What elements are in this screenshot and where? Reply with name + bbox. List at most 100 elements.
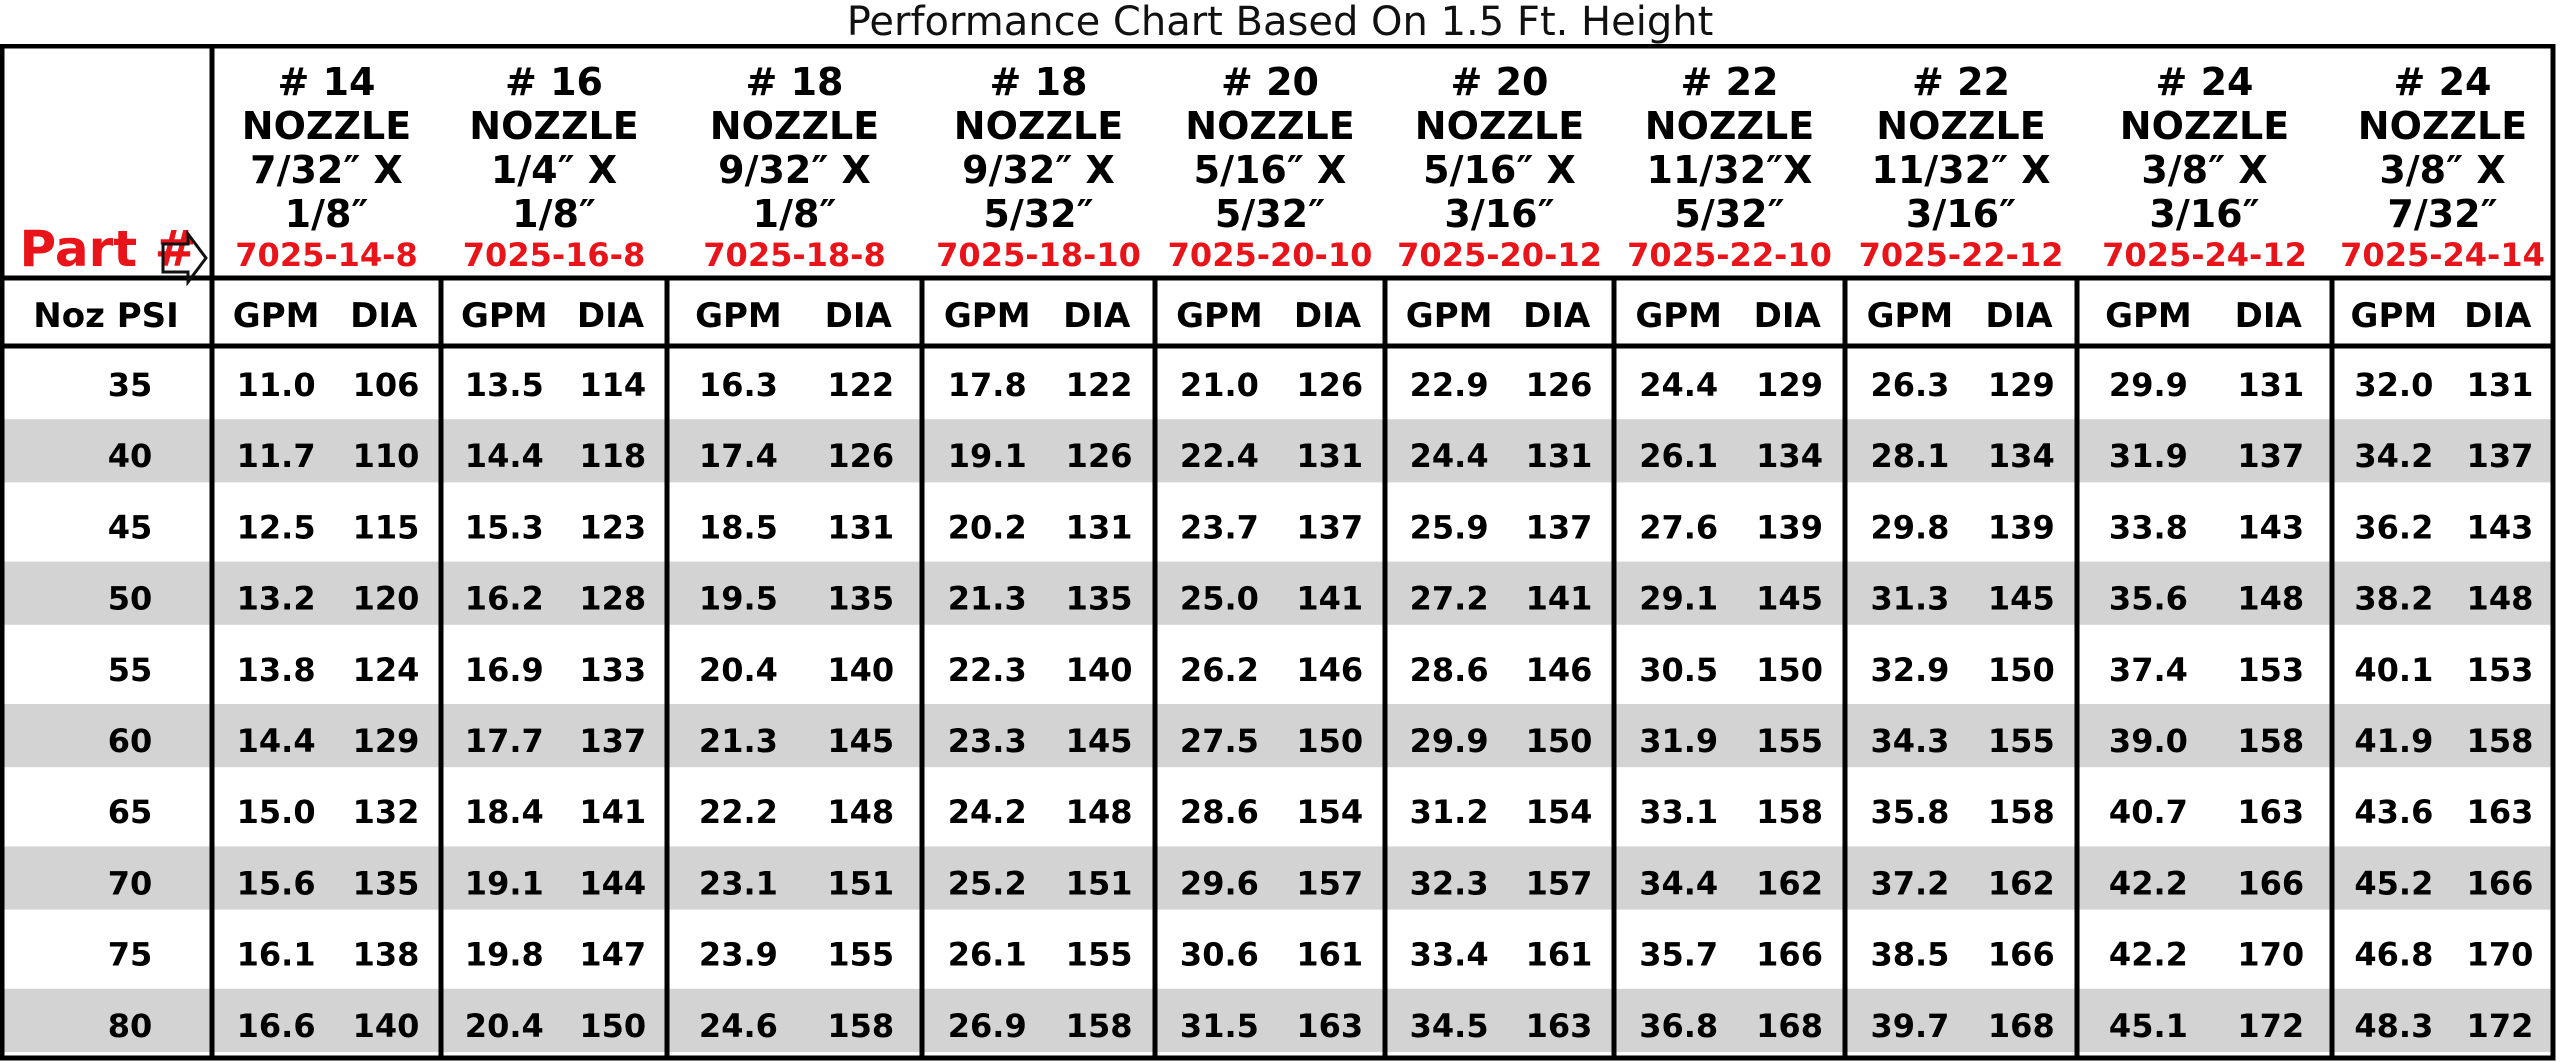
psi-cell: 80: [108, 1007, 153, 1045]
psi-cell: 70: [108, 864, 153, 902]
nozzle-size: 1/8″: [512, 192, 596, 236]
dia-cell: 144: [579, 864, 646, 902]
dia-cell: 170: [2237, 936, 2304, 974]
gpm-cell: 30.5: [1639, 651, 1718, 689]
dia-cell: 126: [1066, 437, 1133, 475]
gpm-cell: 31.5: [1180, 1007, 1259, 1045]
dia-cell: 146: [1296, 651, 1363, 689]
nozzle-size: 3/8″ X: [2141, 148, 2267, 192]
gpm-cell: 35.8: [1870, 793, 1949, 831]
dia-cell: 137: [2237, 437, 2304, 475]
dia-cell: 110: [353, 437, 420, 475]
gpm-cell: 24.2: [948, 793, 1027, 831]
nozzle-size: 9/32″ X: [962, 148, 1115, 192]
dia-cell: 114: [579, 366, 646, 404]
gpm-cell: 27.6: [1639, 508, 1718, 546]
dia-cell: 145: [1988, 580, 2055, 618]
gpm-cell: 29.1: [1639, 580, 1718, 618]
gpm-cell: 34.2: [2354, 437, 2433, 475]
gpm-cell: 19.1: [948, 437, 1027, 475]
dia-cell: 155: [1756, 722, 1823, 760]
gpm-cell: 24.6: [699, 1007, 778, 1045]
gpm-cell: 28.6: [1410, 651, 1489, 689]
dia-cell: 166: [2237, 864, 2304, 902]
dia-header: DIA: [1985, 296, 2053, 336]
dia-cell: 131: [2467, 366, 2534, 404]
nozzle-size: 3/8″ X: [2379, 148, 2505, 192]
nozzle-size: 5/16″ X: [1194, 148, 1347, 192]
dia-cell: 172: [2467, 1007, 2534, 1045]
nozzle-label: NOZZLE: [954, 104, 1123, 148]
gpm-cell: 41.9: [2354, 722, 2433, 760]
gpm-cell: 31.9: [2109, 437, 2188, 475]
gpm-cell: 26.3: [1870, 366, 1949, 404]
dia-header: DIA: [577, 296, 645, 336]
row-stripe: [2, 419, 2553, 483]
gpm-cell: 25.9: [1410, 508, 1489, 546]
psi-cell: 40: [108, 437, 153, 475]
gpm-cell: 24.4: [1639, 366, 1718, 404]
gpm-cell: 34.4: [1639, 864, 1718, 902]
gpm-cell: 21.3: [948, 580, 1027, 618]
gpm-cell: 31.9: [1639, 722, 1718, 760]
dia-cell: 155: [1988, 722, 2055, 760]
part-number: 7025-24-12: [2102, 236, 2307, 274]
gpm-cell: 33.1: [1639, 793, 1718, 831]
gpm-cell: 26.1: [948, 936, 1027, 974]
part-number: 7025-22-10: [1627, 236, 1832, 274]
part-number: 7025-22-12: [1859, 236, 2064, 274]
dia-cell: 145: [827, 722, 894, 760]
dia-cell: 135: [353, 864, 420, 902]
gpm-cell: 29.6: [1180, 864, 1259, 902]
nozzle-number: # 24: [2156, 60, 2254, 104]
gpm-cell: 38.5: [1870, 936, 1949, 974]
dia-cell: 157: [1526, 864, 1593, 902]
gpm-cell: 18.4: [465, 793, 544, 831]
gpm-cell: 16.3: [699, 366, 778, 404]
gpm-cell: 31.3: [1870, 580, 1949, 618]
gpm-cell: 20.2: [948, 508, 1027, 546]
dia-cell: 143: [2467, 508, 2534, 546]
dia-cell: 158: [1756, 793, 1823, 831]
gpm-cell: 35.6: [2109, 580, 2188, 618]
gpm-cell: 42.2: [2109, 936, 2188, 974]
chart-title: Performance Chart Based On 1.5 Ft. Heigh…: [846, 0, 1714, 45]
gpm-cell: 20.4: [465, 1007, 544, 1045]
nozzle-number: # 18: [990, 60, 1088, 104]
nozzle-label: NOZZLE: [469, 104, 638, 148]
dia-cell: 131: [2237, 366, 2304, 404]
nozzle-label: NOZZLE: [1645, 104, 1814, 148]
gpm-cell: 48.3: [2354, 1007, 2433, 1045]
dia-cell: 163: [1296, 1007, 1363, 1045]
gpm-header: GPM: [944, 296, 1031, 336]
gpm-cell: 23.7: [1180, 508, 1259, 546]
nozzle-label: NOZZLE: [242, 104, 411, 148]
dia-cell: 138: [353, 936, 420, 974]
gpm-cell: 34.3: [1870, 722, 1949, 760]
dia-cell: 163: [2237, 793, 2304, 831]
nozzle-number: # 20: [1221, 60, 1319, 104]
gpm-cell: 32.3: [1410, 864, 1489, 902]
gpm-header: GPM: [1406, 296, 1493, 336]
gpm-cell: 36.2: [2354, 508, 2433, 546]
psi-cell: 50: [108, 580, 153, 618]
nozzle-number: # 14: [278, 60, 376, 104]
nozzle-size: 3/16″: [2149, 192, 2259, 236]
right-arrow-icon: [161, 229, 208, 287]
gpm-cell: 13.8: [237, 651, 316, 689]
nozzle-number: # 24: [2394, 60, 2492, 104]
dia-header: DIA: [2464, 296, 2532, 336]
gpm-cell: 17.4: [699, 437, 778, 475]
gpm-cell: 33.4: [1410, 936, 1489, 974]
gpm-cell: 25.0: [1180, 580, 1259, 618]
dia-cell: 150: [1988, 651, 2055, 689]
nozzle-size: 3/16″: [1444, 192, 1554, 236]
nozzle-label: NOZZLE: [1415, 104, 1584, 148]
dia-cell: 128: [579, 580, 646, 618]
dia-cell: 148: [827, 793, 894, 831]
gpm-cell: 26.2: [1180, 651, 1259, 689]
dia-cell: 137: [579, 722, 646, 760]
gpm-cell: 35.7: [1639, 936, 1718, 974]
dia-cell: 170: [2467, 936, 2534, 974]
